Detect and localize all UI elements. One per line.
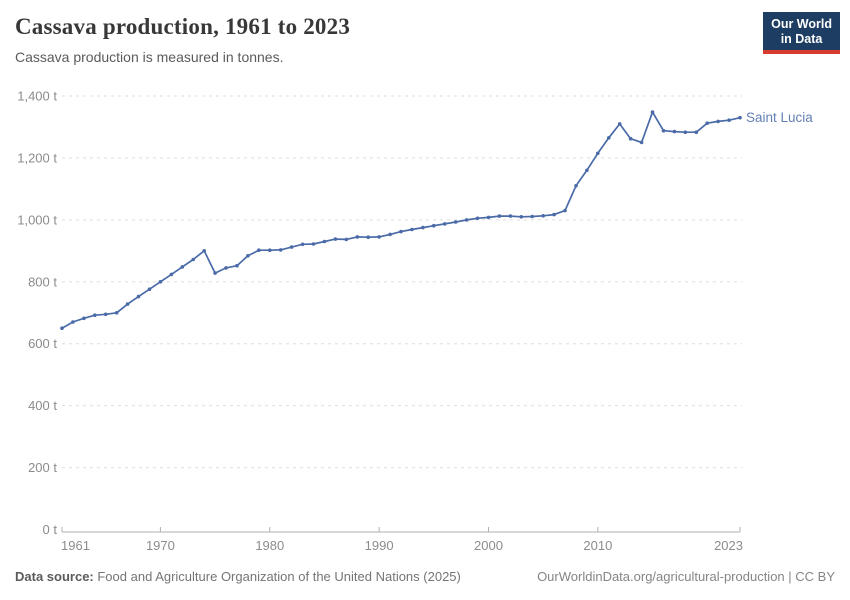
data-point[interactable]	[683, 130, 688, 134]
data-point[interactable]	[60, 326, 64, 331]
data-point[interactable]	[93, 313, 97, 318]
chart-footer: Data source: Food and Agriculture Organi…	[15, 569, 835, 584]
owid-logo-line1: Our World	[771, 17, 832, 31]
chart-title: Cassava production, 1961 to 2023	[15, 14, 351, 39]
data-point[interactable]	[552, 212, 556, 217]
data-point[interactable]	[672, 129, 677, 134]
data-point[interactable]	[300, 242, 305, 247]
data-point[interactable]	[607, 136, 611, 140]
data-point[interactable]	[486, 215, 491, 220]
data-point[interactable]	[191, 257, 195, 262]
data-point[interactable]	[453, 220, 458, 224]
data-point[interactable]	[519, 215, 524, 219]
data-point[interactable]	[344, 237, 349, 242]
data-point[interactable]	[103, 312, 108, 317]
data-point[interactable]	[617, 122, 622, 126]
x-axis: 1961 1970 1980 1990 2000 2010 2023	[61, 527, 743, 553]
data-point[interactable]	[442, 222, 447, 226]
y-axis-tick-label: 1,000 t	[17, 212, 57, 227]
y-axis-tick-label: 1,400 t	[17, 89, 57, 104]
x-axis-tick-label: 1990	[365, 538, 394, 553]
data-point[interactable]	[355, 235, 360, 239]
data-point[interactable]	[278, 248, 283, 252]
data-point[interactable]	[705, 121, 709, 125]
owid-logo-line2: in Data	[780, 31, 823, 46]
y-axis-tick-label: 200 t	[28, 460, 57, 475]
data-point[interactable]	[661, 128, 666, 133]
data-point[interactable]	[322, 239, 327, 244]
chart-subtitle: Cassava production is measured in tonnes…	[15, 49, 284, 65]
data-point[interactable]	[694, 130, 699, 134]
data-point[interactable]	[432, 223, 436, 228]
series-saint-lucia[interactable]: Saint Lucia	[60, 110, 813, 331]
data-point[interactable]	[169, 272, 174, 277]
x-axis-tick-label: 2010	[583, 538, 612, 553]
data-point[interactable]	[596, 151, 600, 156]
chart-header: Cassava production, 1961 to 2023 Cassava…	[15, 14, 755, 65]
x-axis-tick-label: 1961	[61, 538, 90, 553]
data-point[interactable]	[311, 242, 316, 246]
data-point[interactable]	[333, 237, 338, 241]
data-point[interactable]	[289, 245, 294, 249]
data-point[interactable]	[410, 227, 414, 232]
data-point[interactable]	[71, 320, 75, 324]
data-point[interactable]	[464, 218, 469, 222]
data-point[interactable]	[541, 214, 545, 218]
data-point[interactable]	[727, 118, 731, 122]
data-point[interactable]	[585, 168, 589, 173]
data-point[interactable]	[497, 214, 502, 218]
data-point[interactable]	[421, 225, 425, 230]
data-point[interactable]	[716, 119, 720, 124]
y-axis-tick-label: 600 t	[28, 336, 57, 351]
x-axis-tick-label: 1970	[146, 538, 175, 553]
owid-logo[interactable]: Our World in Data	[763, 12, 840, 54]
data-point[interactable]	[650, 110, 655, 114]
data-point[interactable]	[388, 232, 392, 237]
data-point[interactable]	[125, 302, 130, 306]
y-axis-tick-label: 0 t	[43, 522, 58, 537]
data-point[interactable]	[639, 140, 644, 145]
data-point[interactable]	[399, 229, 403, 234]
data-source-note: Data source: Food and Agriculture Organi…	[15, 569, 461, 584]
data-point[interactable]	[246, 254, 250, 258]
data-point[interactable]	[268, 248, 272, 252]
gridlines: 0 t 200 t 400 t 600 t 800 t 1,000 t 1,200 t 1,4…	[17, 89, 742, 537]
data-point[interactable]	[224, 266, 228, 270]
data-point[interactable]	[475, 216, 480, 221]
data-point[interactable]	[377, 235, 381, 239]
x-axis-tick-label: 2023	[714, 538, 743, 553]
data-point[interactable]	[574, 184, 578, 188]
data-point[interactable]	[136, 294, 141, 299]
x-axis-tick-label: 2000	[474, 538, 503, 553]
data-point[interactable]	[738, 115, 742, 120]
data-point[interactable]	[213, 271, 217, 275]
data-point[interactable]	[563, 208, 567, 213]
series-end-label[interactable]: Saint Lucia	[746, 110, 813, 125]
data-source-text: Food and Agriculture Organization of the…	[93, 569, 461, 584]
data-point[interactable]	[82, 316, 86, 321]
data-point[interactable]	[158, 280, 163, 284]
data-point[interactable]	[180, 265, 185, 269]
y-axis-tick-label: 800 t	[28, 274, 57, 289]
data-source-label: Data source:	[15, 569, 94, 584]
data-point[interactable]	[628, 136, 633, 141]
data-point[interactable]	[530, 214, 534, 219]
y-axis-tick-label: 1,200 t	[17, 150, 57, 165]
data-point[interactable]	[147, 287, 152, 292]
x-axis-tick-label: 1980	[255, 538, 284, 553]
data-point[interactable]	[235, 263, 239, 268]
data-point[interactable]	[114, 311, 119, 315]
data-point[interactable]	[257, 248, 261, 252]
owid-url-license[interactable]: OurWorldinData.org/agricultural-producti…	[537, 569, 835, 584]
data-point[interactable]	[508, 214, 513, 218]
data-point[interactable]	[202, 249, 206, 253]
y-axis-tick-label: 400 t	[28, 398, 57, 413]
data-point[interactable]	[366, 235, 371, 239]
